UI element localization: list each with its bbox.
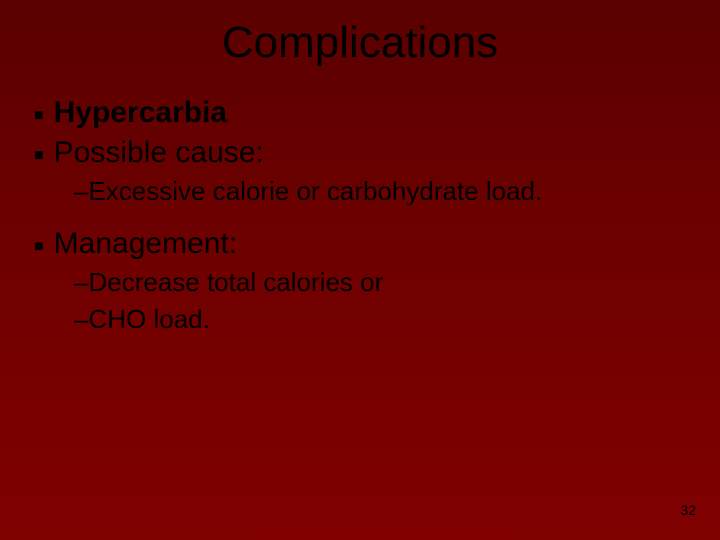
bullet-text: Possible cause: — [54, 136, 264, 170]
bullet-item-hypercarbia: ■ Hypercarbia — [34, 96, 686, 130]
square-bullet-icon: ■ — [34, 107, 44, 125]
bullet-item-management: ■ Management: — [34, 227, 686, 261]
bullet-text: Hypercarbia — [54, 96, 227, 130]
bullet-text: Management: — [54, 227, 237, 261]
sub-item-cho-load: –CHO load. — [34, 304, 686, 335]
spacer — [34, 213, 686, 227]
sub-item-decrease-calories: –Decrease total calories or — [34, 267, 686, 298]
slide-content: ■ Hypercarbia ■ Possible cause: –Excessi… — [0, 68, 720, 335]
square-bullet-icon: ■ — [34, 238, 44, 256]
sub-item-excessive-calorie: –Excessive calorie or carbohydrate load. — [34, 176, 686, 207]
page-number: 32 — [680, 502, 696, 518]
slide: Complications ■ Hypercarbia ■ Possible c… — [0, 0, 720, 540]
square-bullet-icon: ■ — [34, 147, 44, 165]
slide-title: Complications — [0, 0, 720, 68]
bullet-item-possible-cause: ■ Possible cause: — [34, 136, 686, 170]
